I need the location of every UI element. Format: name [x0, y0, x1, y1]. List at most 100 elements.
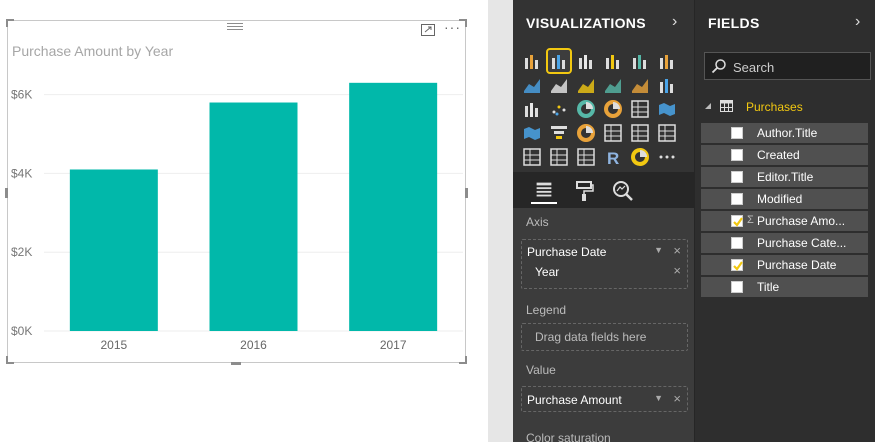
gauge-icon[interactable] [575, 122, 597, 144]
resize-handle-bottom-left[interactable] [6, 356, 14, 364]
report-canvas[interactable]: ··· Purchase Amount by Year $0K $2K $4K $6K… [0, 0, 488, 442]
analytics-magnifier-icon[interactable] [610, 178, 636, 204]
field-name: Modified [757, 192, 803, 206]
line-chart-icon[interactable] [521, 74, 543, 96]
card-icon[interactable] [602, 122, 624, 144]
clustered-column-chart-icon[interactable] [602, 50, 624, 72]
value-field-dropdown-icon[interactable]: ▼ [654, 393, 663, 403]
format-paint-roller-icon[interactable] [571, 178, 597, 204]
field-row[interactable]: Author.Title [701, 123, 868, 143]
field-row[interactable]: Σ Purchase Amo... [701, 211, 868, 231]
field-row[interactable]: Created [701, 145, 868, 165]
search-input[interactable] [733, 58, 863, 76]
svg-text:R: R [607, 149, 619, 168]
table-name: Purchases [746, 100, 803, 114]
column-chart-visual[interactable]: ··· Purchase Amount by Year $0K $2K $4K $6K… [5, 19, 468, 365]
resize-handle-bottom[interactable] [231, 362, 241, 365]
axis-subfield-remove-icon[interactable]: × [673, 263, 681, 278]
table-icon [720, 100, 733, 112]
pie-chart-icon[interactable] [575, 98, 597, 120]
expand-triangle-icon[interactable] [705, 103, 712, 110]
100-stacked-bar-chart-icon[interactable] [629, 50, 651, 72]
matrix-icon[interactable] [575, 146, 597, 168]
more-options-icon[interactable]: ··· [444, 19, 461, 35]
table-visual-icon[interactable] [548, 146, 570, 168]
axis-field-pill[interactable]: Purchase Date ▼ × [522, 241, 687, 263]
field-row[interactable]: Purchase Cate... [701, 233, 868, 253]
x-tick-label: 2016 [240, 338, 267, 352]
chart-title: Purchase Amount by Year [12, 43, 174, 59]
field-checkbox[interactable] [731, 215, 743, 227]
resize-handle-top-right[interactable] [459, 19, 467, 27]
field-name: Purchase Date [757, 258, 837, 272]
canvas-gutter [488, 0, 513, 442]
more-visuals-icon[interactable] [656, 146, 678, 168]
axis-well[interactable]: Purchase Date ▼ × Year × [521, 239, 688, 289]
field-name: Purchase Cate... [757, 236, 847, 250]
funnel-icon[interactable] [548, 122, 570, 144]
fields-pane: FIELDS › Purchases Author.Title Created Ed… [694, 0, 875, 442]
collapse-visualizations-chevron-icon[interactable]: › [672, 13, 678, 30]
multi-row-card-icon[interactable] [629, 122, 651, 144]
field-checkbox[interactable] [731, 149, 743, 161]
waterfall-chart-icon[interactable] [521, 98, 543, 120]
field-row[interactable]: Title [701, 277, 868, 297]
100-stacked-column-chart-icon[interactable] [656, 50, 678, 72]
field-checkbox[interactable] [731, 193, 743, 205]
field-row[interactable]: Purchase Date [701, 255, 868, 275]
donut-chart-icon[interactable] [602, 98, 624, 120]
kpi-icon[interactable] [656, 122, 678, 144]
slicer-icon[interactable] [521, 146, 543, 168]
resize-handle-bottom-right[interactable] [459, 356, 467, 364]
fields-title: FIELDS [708, 15, 760, 31]
field-checkbox[interactable] [731, 127, 743, 139]
value-well[interactable]: Purchase Amount ▼ × [521, 386, 688, 412]
focus-mode-icon[interactable] [421, 24, 435, 36]
color-saturation-well-label: Color saturation [526, 431, 611, 442]
bar-2016[interactable] [209, 102, 298, 331]
resize-handle-left[interactable] [5, 188, 8, 198]
scatter-chart-icon[interactable] [548, 98, 570, 120]
value-field-pill[interactable]: Purchase Amount ▼ × [522, 389, 687, 411]
line-and-stacked-column-chart-icon[interactable] [602, 74, 624, 96]
ribbon-chart-icon[interactable] [656, 74, 678, 96]
filled-map-icon[interactable] [521, 122, 543, 144]
map-icon[interactable] [656, 98, 678, 120]
y-tick-label: $2K [11, 245, 32, 259]
resize-handle-top-left[interactable] [6, 19, 14, 27]
fields-tab-icon[interactable] [531, 178, 557, 204]
checkmark-icon [733, 261, 743, 271]
value-well-label: Value [526, 363, 556, 377]
field-row[interactable]: Editor.Title [701, 167, 868, 187]
field-checkbox[interactable] [731, 259, 743, 271]
legend-well-placeholder: Drag data fields here [535, 330, 647, 344]
collapse-fields-chevron-icon[interactable]: › [855, 13, 861, 30]
table-node-purchases[interactable]: Purchases [703, 98, 873, 116]
value-field-remove-icon[interactable]: × [673, 391, 681, 406]
clustered-bar-chart-icon[interactable] [575, 50, 597, 72]
field-checkbox[interactable] [731, 171, 743, 183]
bar-2017[interactable] [349, 82, 438, 332]
legend-well-label: Legend [526, 303, 567, 317]
stacked-bar-chart-icon[interactable] [521, 50, 543, 72]
axis-field-dropdown-icon[interactable]: ▼ [654, 245, 663, 255]
r-visual-icon[interactable]: R [602, 146, 624, 168]
field-name: Author.Title [757, 126, 818, 140]
field-row[interactable]: Modified [701, 189, 868, 209]
stacked-area-chart-icon[interactable] [575, 74, 597, 96]
field-checkbox[interactable] [731, 237, 743, 249]
area-chart-icon[interactable] [548, 74, 570, 96]
field-checkbox[interactable] [731, 281, 743, 293]
line-and-clustered-column-chart-icon[interactable] [629, 74, 651, 96]
treemap-icon[interactable] [629, 98, 651, 120]
globe-map-icon[interactable] [629, 146, 651, 168]
y-tick-label: $4K [11, 166, 32, 180]
stacked-column-chart-icon[interactable] [546, 48, 572, 74]
fields-search-box[interactable] [704, 52, 871, 80]
resize-handle-right[interactable] [465, 188, 468, 198]
legend-well[interactable]: Drag data fields here [521, 323, 688, 351]
drag-grip-icon[interactable] [227, 23, 243, 31]
bar-2015[interactable] [69, 169, 158, 331]
axis-subfield-pill[interactable]: Year × [522, 261, 687, 283]
axis-field-remove-icon[interactable]: × [673, 243, 681, 258]
